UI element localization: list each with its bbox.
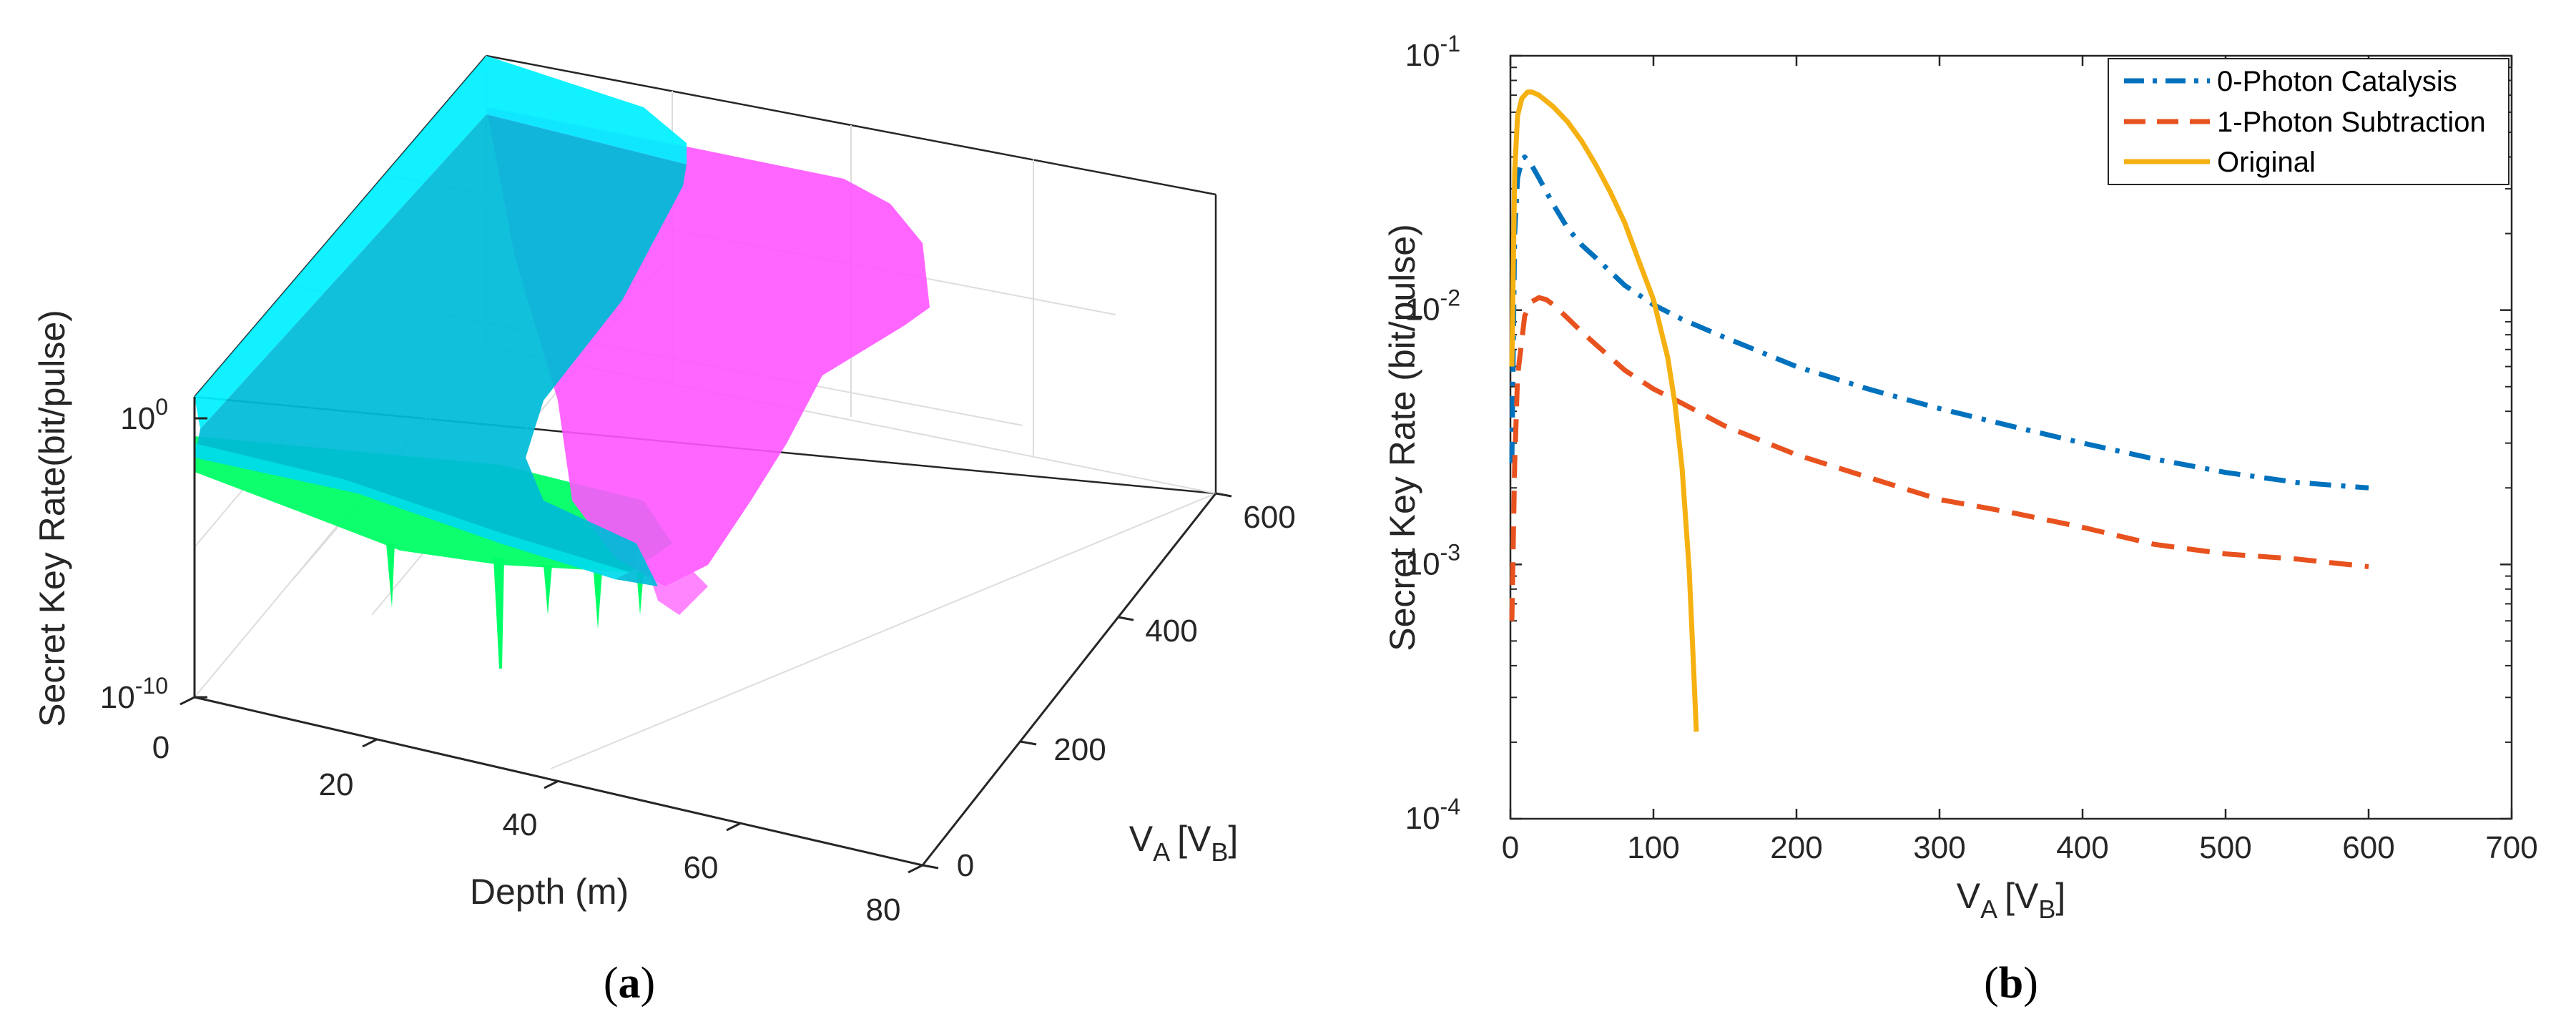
plot-frame	[1509, 54, 2513, 820]
y-tick	[1117, 616, 1134, 621]
y-tick-base: 10	[1405, 292, 1440, 328]
surface-cyan-lower	[195, 443, 629, 579]
z-tick-base: 10	[120, 401, 155, 436]
x-tick-label: 300	[1913, 830, 1965, 865]
series-line-original	[1509, 89, 1699, 732]
x-label-close: ]	[2055, 876, 2065, 916]
surface-green-spike	[493, 558, 504, 669]
z-tick-exp: -10	[135, 673, 168, 699]
y-tick-label: 400	[1145, 614, 1197, 649]
surface-green-spike	[594, 572, 602, 629]
x-tick-label: 200	[1770, 830, 1822, 865]
y-label-bracket: [V	[1177, 819, 1211, 859]
legend-label-subtraction: 1-Photon Subtraction	[2217, 107, 2486, 138]
y-tick	[1020, 740, 1037, 746]
x-tick	[180, 696, 195, 706]
y-tick-exp: -1	[1440, 31, 1460, 56]
x-axis-label: Depth (m)	[470, 872, 629, 912]
z-tick-exp: 0	[155, 394, 168, 420]
y-axis-line	[921, 493, 1217, 866]
y-label-sub: A	[1153, 837, 1170, 867]
y-tick-label: 600	[1243, 500, 1295, 535]
panel-a-tickmarks	[180, 417, 1232, 874]
x-axis-label: VA [VB]	[1957, 876, 2066, 924]
x-tick-label: 700	[2485, 830, 2537, 865]
x-tick	[362, 738, 378, 748]
y-tick-label: 10-4	[1405, 794, 1460, 836]
x-tick	[908, 864, 923, 874]
x-label-bracket: [V	[2005, 876, 2039, 916]
y-tick-label: 10-1	[1405, 31, 1460, 73]
z-tick-label: 10-10	[100, 673, 168, 715]
y-tick	[922, 864, 939, 870]
x-label-bracket-sub: B	[2038, 895, 2055, 924]
y-tick-label: 10-2	[1405, 285, 1460, 328]
panel-a-caption: (a)	[604, 959, 655, 1008]
legend-label-catalysis: 0-Photon Catalysis	[2217, 66, 2457, 97]
y-tick-exp: -2	[1440, 285, 1460, 311]
x-tick-label: 600	[2342, 830, 2394, 865]
x-tick-label: 60	[684, 850, 719, 885]
y-tick-label: 10-3	[1405, 539, 1460, 581]
y-axis-label: Secret Key Rate (bit/pulse)	[1382, 224, 1422, 651]
x-tick-label: 500	[2199, 830, 2251, 865]
surface-cyan	[195, 56, 687, 586]
x-label-main: V	[1957, 876, 1981, 916]
y-tick-base: 10	[1405, 38, 1440, 73]
z-tick-base: 10	[100, 680, 135, 715]
x-tick-label: 400	[2056, 830, 2108, 865]
x-tick	[544, 779, 559, 789]
y-tick-exp: -4	[1440, 794, 1460, 819]
y-label-close: ]	[1228, 819, 1238, 859]
x-tick-label: 80	[866, 892, 901, 927]
x-tick	[726, 822, 742, 832]
x-tick-label: 100	[1627, 830, 1679, 865]
surface-green-spike	[544, 565, 552, 615]
x-tick-label: 0	[1502, 830, 1519, 865]
y-tick	[1215, 492, 1232, 498]
panel-b-caption: (b)	[1984, 959, 2038, 1008]
y-label-bracket-sub: B	[1211, 837, 1228, 867]
y-axis-label: VA [VB]	[1129, 819, 1239, 867]
grid-line	[550, 493, 1216, 769]
y-tick-base: 10	[1405, 546, 1440, 581]
legend: 0-Photon Catalysis 1-Photon Subtraction …	[2108, 58, 2509, 185]
series-line-0-photon-catalysis	[1509, 154, 2369, 491]
x-tick-label: 40	[503, 807, 538, 842]
y-label-main: V	[1129, 819, 1154, 859]
surface-green-spike	[386, 543, 395, 608]
y-tick-label: 0	[957, 848, 974, 883]
surface-cyan-top	[195, 56, 687, 429]
x-label-sub: A	[1980, 895, 1997, 924]
panel-a-letter: a	[619, 959, 641, 1008]
y-tick-label: 200	[1053, 732, 1106, 767]
surface-cyan-body	[195, 114, 687, 586]
z-axis-label: Secret Key Rate(bit/pulse)	[32, 310, 72, 727]
surface-magenta-fringe	[644, 558, 708, 615]
y-tick-exp: -3	[1440, 539, 1460, 565]
series-line-1-photon-subtraction	[1509, 295, 2369, 621]
panel-a: 0 20 40 60 80 0 200 400 600 100 10-10 De…	[32, 54, 1296, 1008]
panel-b-letter: b	[1999, 959, 2023, 1008]
z-tick-label: 100	[120, 394, 168, 436]
y-tick-base: 10	[1405, 801, 1440, 836]
x-tick-label: 20	[319, 767, 354, 802]
x-tick-label: 0	[152, 730, 169, 765]
legend-label-original: Original	[2217, 147, 2316, 178]
panel-b-series	[1509, 89, 2369, 732]
